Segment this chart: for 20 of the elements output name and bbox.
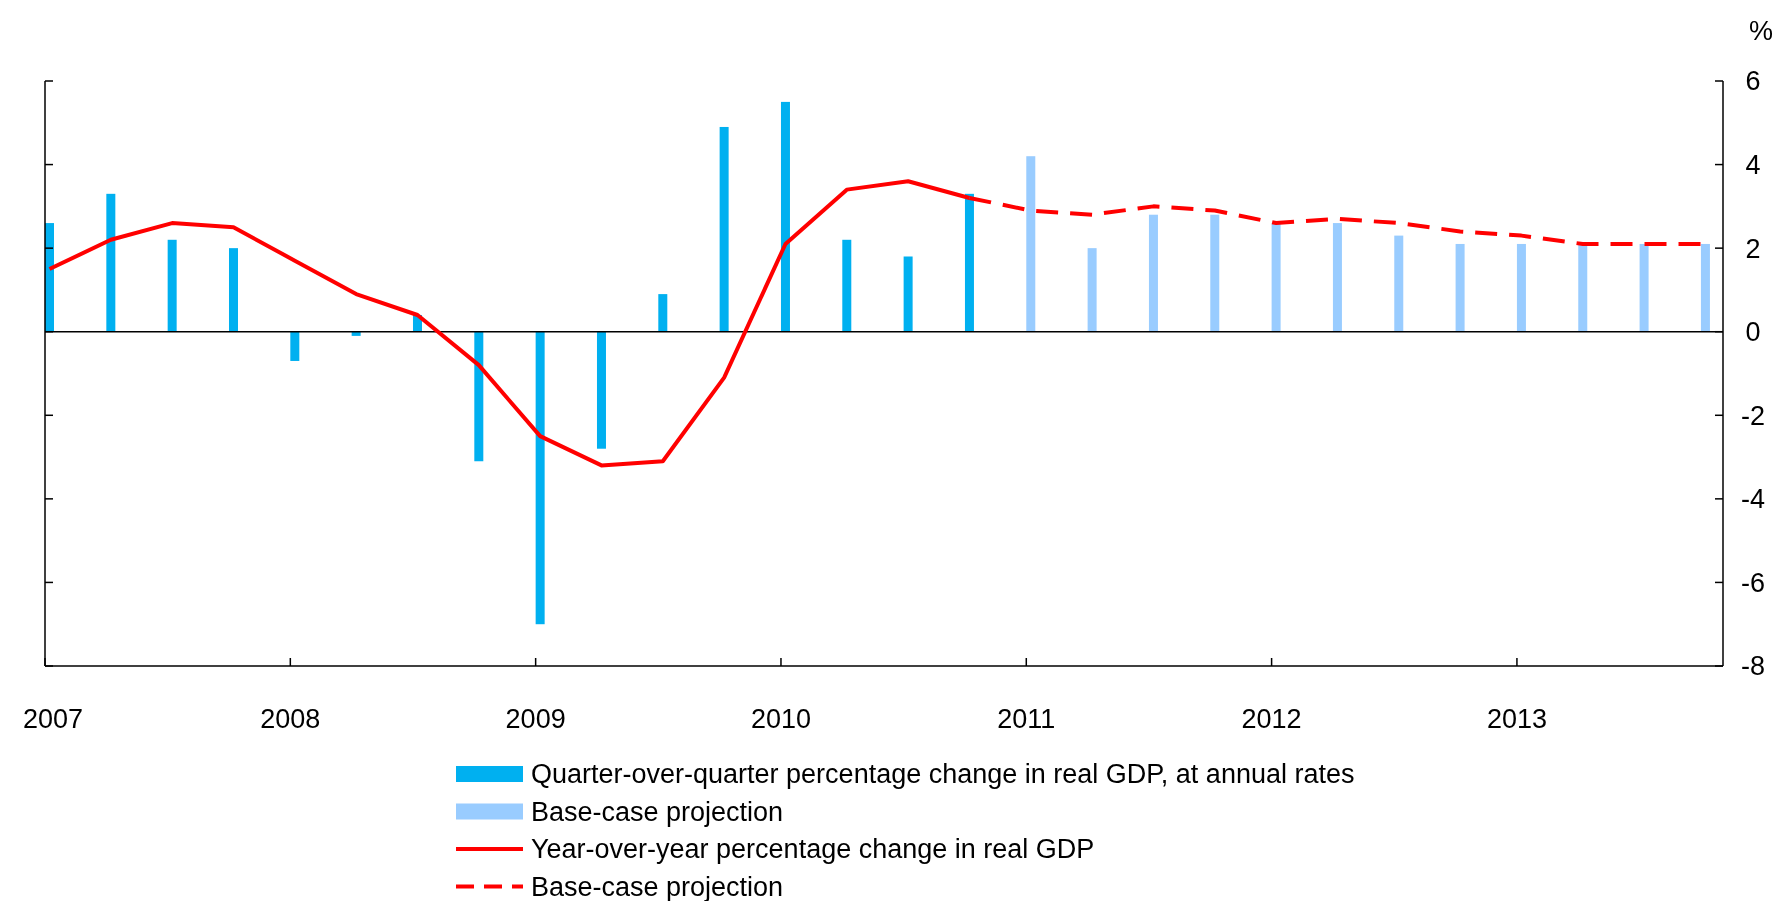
- y-tick-label: 6: [1745, 66, 1761, 97]
- legend-label: Year-over-year percentage change in real GDP: [531, 834, 1095, 865]
- x-tick-label: 2012: [1241, 704, 1302, 734]
- legend-label: Base-case projection: [531, 871, 784, 901]
- x-tick-label: 2010: [750, 704, 811, 734]
- x-tick-label: 2009: [505, 704, 566, 734]
- y-tick-label: -6: [1740, 567, 1766, 598]
- x-tick-label: 2007: [22, 704, 84, 734]
- legend-label: Quarter-over-quarter percentage change in real GDP, at annual rates: [531, 759, 1355, 790]
- y-tick-label: 2: [1745, 233, 1761, 264]
- y-tick-label: -8: [1740, 651, 1766, 682]
- y-tick-label: -2: [1740, 400, 1766, 431]
- y-tick-label: 0: [1745, 317, 1761, 348]
- y-tick-label: 4: [1745, 150, 1761, 181]
- x-tick-label: 2008: [260, 704, 321, 734]
- x-tick-label: 2011: [997, 704, 1056, 734]
- y-tick-label: -4: [1740, 484, 1766, 515]
- x-tick-label: 2013: [1486, 704, 1547, 734]
- y-axis-title: %: [1748, 16, 1774, 46]
- legend-label: Base-case projection: [531, 796, 784, 827]
